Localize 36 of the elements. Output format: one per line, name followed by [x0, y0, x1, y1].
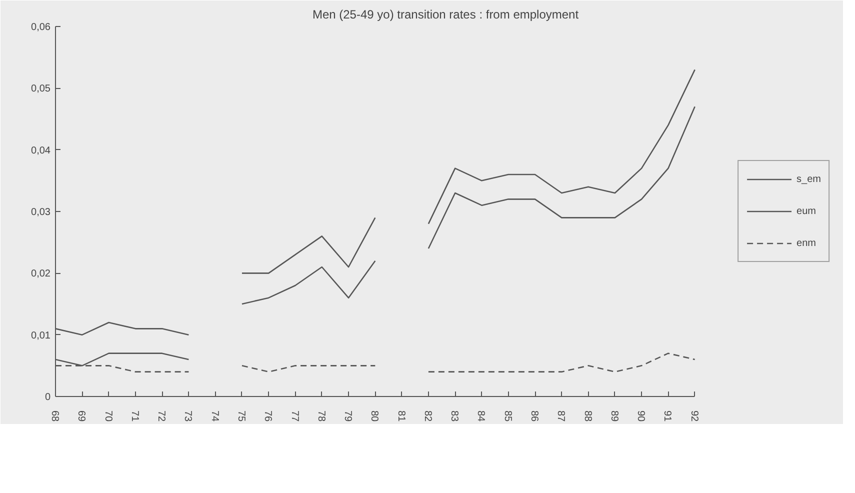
y-tick-label: 0,01: [31, 330, 51, 342]
x-tick-label: 88: [582, 410, 593, 422]
x-tick-label: 77: [288, 410, 300, 422]
x-tick-label: 78: [315, 410, 326, 422]
x-tick-label: 80: [368, 410, 380, 422]
x-tick-label: 91: [662, 410, 673, 422]
x-tick-label: 75: [235, 410, 246, 422]
x-tick-label: 89: [608, 410, 620, 422]
x-tick-label: 68: [49, 410, 60, 422]
x-tick-label: 81: [395, 410, 406, 422]
y-tick-label: 0: [44, 392, 51, 403]
chart-title: Men (25-49 yo) transition rates : from employment: [312, 8, 580, 22]
x-tick-label: 85: [502, 410, 513, 422]
x-tick-label: 70: [102, 410, 114, 422]
x-tick-label: 90: [635, 410, 646, 422]
y-tick-label: 0,04: [31, 145, 51, 156]
y-tick-label: 0,06: [31, 22, 51, 33]
x-tick-label: 87: [555, 410, 566, 422]
x-tick-label: 82: [422, 410, 433, 422]
y-tick-label: 0,03: [31, 207, 51, 218]
x-tick-label: 83: [448, 410, 460, 422]
legend-label: s_em: [796, 174, 821, 184]
x-tick-label: 92: [688, 410, 700, 422]
x-tick-label: 73: [182, 410, 194, 422]
x-tick-label: 69: [76, 410, 87, 422]
legend-label: eum: [796, 206, 817, 216]
y-tick-label: 0,02: [31, 268, 51, 280]
legend-label: enm: [796, 238, 817, 248]
x-tick-label: 84: [475, 410, 486, 422]
x-tick-label: 74: [208, 410, 220, 422]
x-tick-label: 79: [342, 410, 354, 422]
x-tick-label: 86: [528, 410, 540, 422]
x-tick-label: 71: [128, 410, 140, 422]
x-tick-label: 72: [156, 410, 167, 422]
x-tick-label: 76: [262, 410, 274, 422]
y-tick-label: 0,05: [31, 84, 51, 95]
